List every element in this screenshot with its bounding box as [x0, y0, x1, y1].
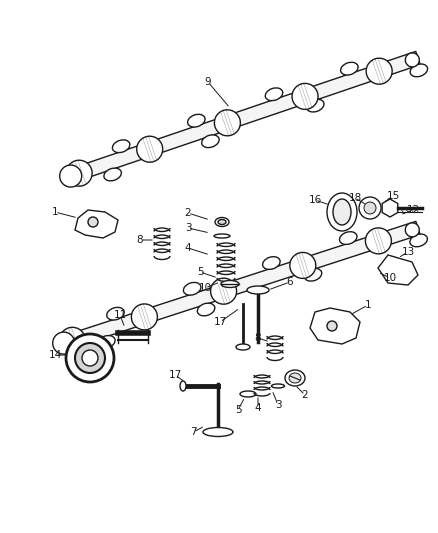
Text: 4: 4 [185, 243, 191, 253]
Ellipse shape [221, 280, 239, 287]
Ellipse shape [107, 308, 124, 320]
Text: 2: 2 [185, 208, 191, 218]
Ellipse shape [263, 257, 280, 269]
Text: 9: 9 [205, 77, 211, 87]
Ellipse shape [203, 427, 233, 437]
Text: 6: 6 [287, 277, 293, 287]
Ellipse shape [184, 282, 201, 295]
Ellipse shape [285, 370, 305, 386]
Text: 1: 1 [365, 300, 371, 310]
Ellipse shape [333, 199, 351, 225]
Circle shape [211, 278, 237, 304]
Ellipse shape [327, 193, 357, 231]
Ellipse shape [289, 373, 301, 383]
Text: 14: 14 [48, 350, 62, 360]
Circle shape [66, 334, 114, 382]
Polygon shape [310, 308, 360, 344]
Ellipse shape [215, 217, 229, 227]
Polygon shape [75, 210, 118, 238]
Ellipse shape [197, 303, 215, 316]
Text: 17: 17 [168, 370, 182, 380]
Ellipse shape [218, 220, 226, 224]
Text: 2: 2 [302, 390, 308, 400]
Bar [56, 221, 420, 352]
Circle shape [292, 83, 318, 109]
Ellipse shape [113, 140, 130, 152]
Text: 5: 5 [235, 405, 241, 415]
Ellipse shape [98, 336, 115, 348]
Ellipse shape [104, 168, 121, 181]
Circle shape [60, 165, 81, 187]
Circle shape [131, 304, 157, 330]
Circle shape [75, 343, 105, 373]
Ellipse shape [265, 88, 283, 101]
Ellipse shape [272, 384, 285, 388]
Bar [63, 51, 420, 184]
Circle shape [60, 327, 85, 353]
Text: 10: 10 [383, 273, 396, 283]
Circle shape [137, 136, 163, 162]
Ellipse shape [307, 99, 324, 112]
Ellipse shape [339, 232, 357, 245]
Ellipse shape [187, 114, 205, 127]
Ellipse shape [410, 234, 427, 247]
Text: 17: 17 [213, 317, 226, 327]
Circle shape [66, 160, 92, 186]
Circle shape [327, 321, 337, 331]
Ellipse shape [240, 391, 256, 397]
Ellipse shape [341, 62, 358, 75]
Text: 7: 7 [190, 427, 196, 437]
Circle shape [290, 253, 316, 278]
Text: 1: 1 [52, 207, 58, 217]
Circle shape [359, 197, 381, 219]
Text: 3: 3 [275, 400, 281, 410]
Circle shape [365, 228, 392, 254]
Text: 13: 13 [401, 247, 415, 257]
Ellipse shape [236, 344, 250, 350]
Text: 3: 3 [185, 223, 191, 233]
Text: 12: 12 [406, 205, 420, 215]
Ellipse shape [214, 234, 230, 238]
Circle shape [364, 202, 376, 214]
Circle shape [405, 223, 419, 237]
Circle shape [366, 58, 392, 84]
Text: 8: 8 [137, 235, 143, 245]
Circle shape [88, 217, 98, 227]
Ellipse shape [201, 135, 219, 148]
Text: 15: 15 [386, 191, 399, 201]
Circle shape [405, 53, 419, 67]
Polygon shape [378, 255, 418, 285]
Text: 10: 10 [198, 283, 212, 293]
Ellipse shape [304, 269, 322, 281]
Ellipse shape [180, 381, 186, 391]
Text: 16: 16 [308, 195, 321, 205]
Circle shape [82, 350, 98, 366]
Circle shape [53, 332, 75, 354]
Text: 18: 18 [348, 193, 362, 203]
Circle shape [214, 110, 240, 136]
Text: 5: 5 [197, 267, 203, 277]
Text: 11: 11 [113, 310, 127, 320]
Text: 4: 4 [254, 403, 261, 413]
Ellipse shape [410, 64, 427, 77]
Ellipse shape [247, 286, 269, 294]
Text: 8: 8 [254, 333, 261, 343]
